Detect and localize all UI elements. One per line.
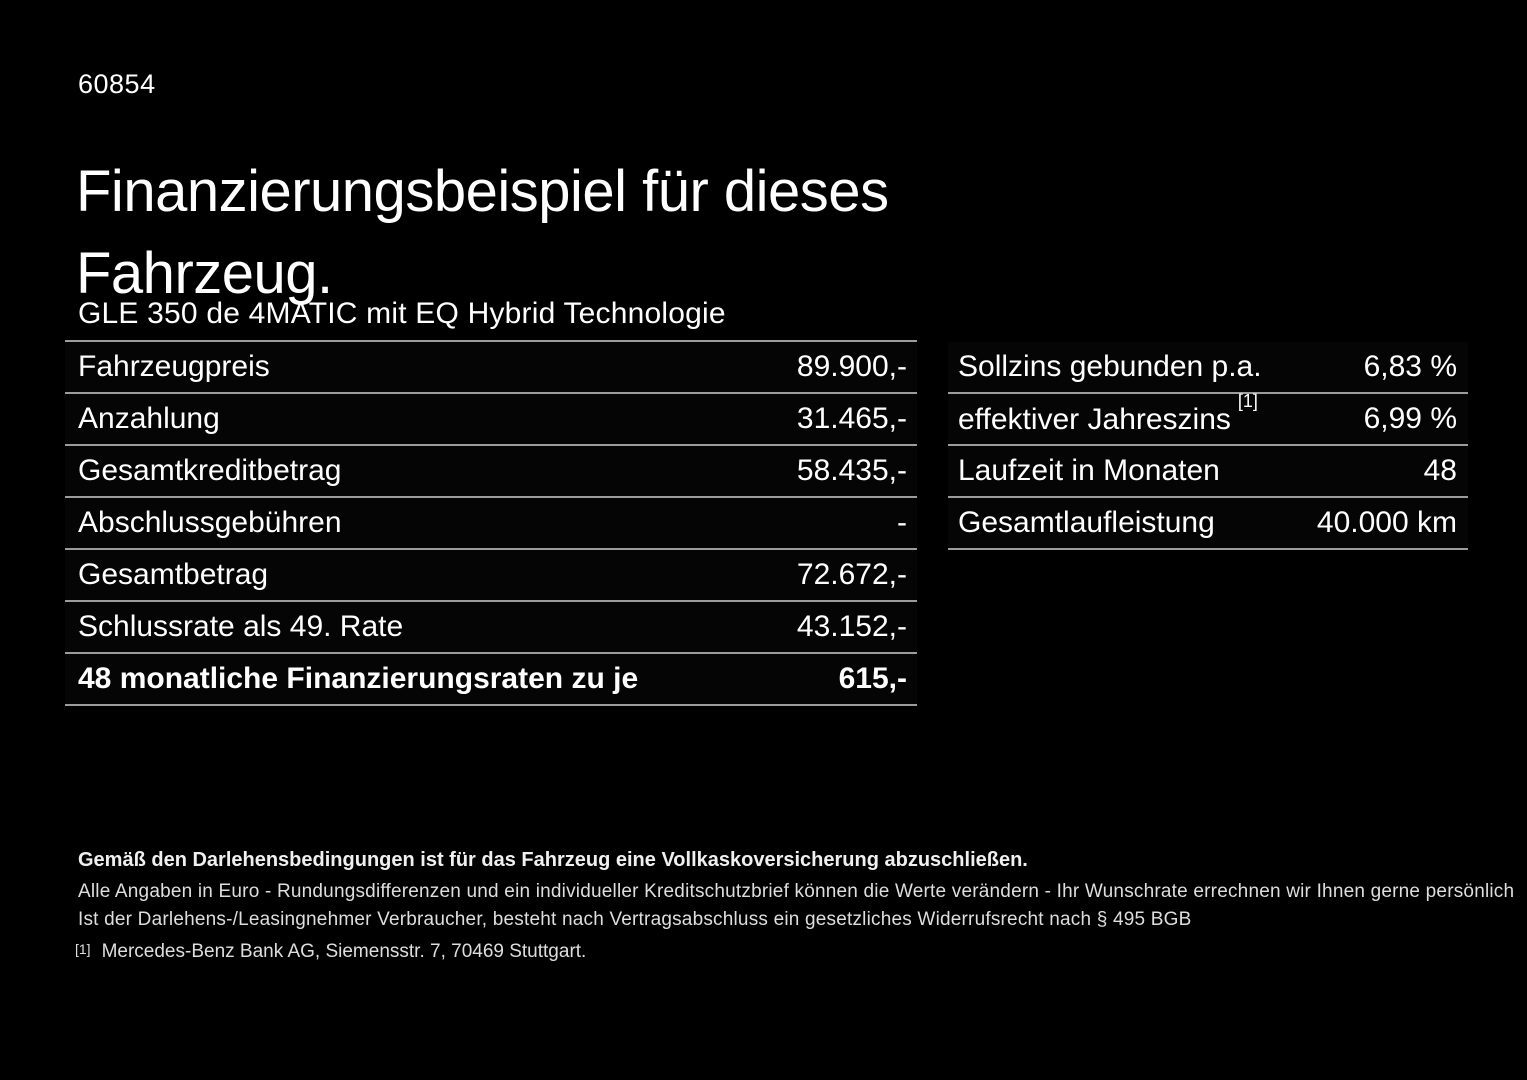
row-value: 72.672,-	[796, 558, 907, 591]
row-value: 89.900,-	[796, 350, 907, 383]
row-value: 48	[1423, 454, 1457, 487]
row-value: 6,99 %	[1363, 402, 1457, 435]
financing-table-right: Sollzins gebunden p.a. 6,83 % effektiver…	[948, 342, 1468, 550]
row-label: Gesamtkreditbetrag	[78, 454, 342, 487]
table-row-total-amount: Gesamtbetrag 72.672,-	[65, 550, 917, 602]
row-label: Gesamtlaufleistung	[958, 506, 1215, 539]
row-label-text: effektiver Jahreszins	[958, 402, 1231, 436]
row-label: Sollzins gebunden p.a.	[958, 350, 1262, 383]
disclaimer-line-2: Ist der Darlehens-/Leasingnehmer Verbrau…	[78, 909, 1192, 930]
vehicle-model-subtitle: GLE 350 de 4MATIC mit EQ Hybrid Technolo…	[78, 297, 726, 330]
footnote: [1] Mercedes-Benz Bank AG, Siemensstr. 7,…	[75, 941, 586, 963]
row-label: Gesamtbetrag	[78, 558, 269, 591]
row-label: Abschlussgebühren	[78, 506, 342, 539]
table-row-down-payment: Anzahlung 31.465,-	[65, 394, 917, 446]
row-label: Schlussrate als 49. Rate	[78, 610, 404, 643]
table-row-monthly-rate: 48 monatliche Finanzierungsraten zu je 6…	[65, 654, 917, 706]
table-row-nominal-interest: Sollzins gebunden p.a. 6,83 %	[948, 342, 1468, 394]
footnote-marker: [1]	[75, 941, 91, 957]
row-label: 48 monatliche Finanzierungsraten zu je	[78, 662, 639, 695]
insurance-note: Gemäß den Darlehensbedingungen ist für d…	[78, 849, 1028, 871]
row-label: Fahrzeugpreis	[78, 350, 270, 383]
row-label: Anzahlung	[78, 402, 220, 435]
footnote-text: Mercedes-Benz Bank AG, Siemensstr. 7, 70…	[101, 941, 587, 962]
row-value: 58.435,-	[796, 454, 907, 487]
table-row-vehicle-price: Fahrzeugpreis 89.900,-	[65, 342, 917, 394]
row-value: 43.152,-	[796, 610, 907, 643]
document-id: 60854	[78, 69, 156, 99]
table-row-closing-fees: Abschlussgebühren -	[65, 498, 917, 550]
table-row-term-months: Laufzeit in Monaten 48	[948, 446, 1468, 498]
page-title: Finanzierungsbeispiel für dieses Fahrzeu…	[76, 158, 889, 306]
table-row-total-mileage: Gesamtlaufleistung 40.000 km	[948, 498, 1468, 550]
footnote-reference: [1]	[1237, 390, 1258, 411]
table-row-final-rate: Schlussrate als 49. Rate 43.152,-	[65, 602, 917, 654]
row-value: -	[897, 506, 907, 539]
table-row-total-credit: Gesamtkreditbetrag 58.435,-	[65, 446, 917, 498]
financing-table-left: Fahrzeugpreis 89.900,- Anzahlung 31.465,…	[65, 340, 917, 706]
row-value: 40.000 km	[1316, 506, 1457, 539]
table-row-effective-interest: effektiver Jahreszins [1] 6,99 %	[948, 391, 1468, 446]
row-label: effektiver Jahreszins [1]	[958, 391, 1258, 437]
disclaimer-line-1: Alle Angaben in Euro - Rundungsdifferenz…	[78, 881, 1515, 902]
row-value: 6,83 %	[1363, 350, 1457, 383]
row-label: Laufzeit in Monaten	[958, 454, 1220, 487]
row-value: 615,-	[838, 662, 907, 695]
row-value: 31.465,-	[796, 402, 907, 435]
